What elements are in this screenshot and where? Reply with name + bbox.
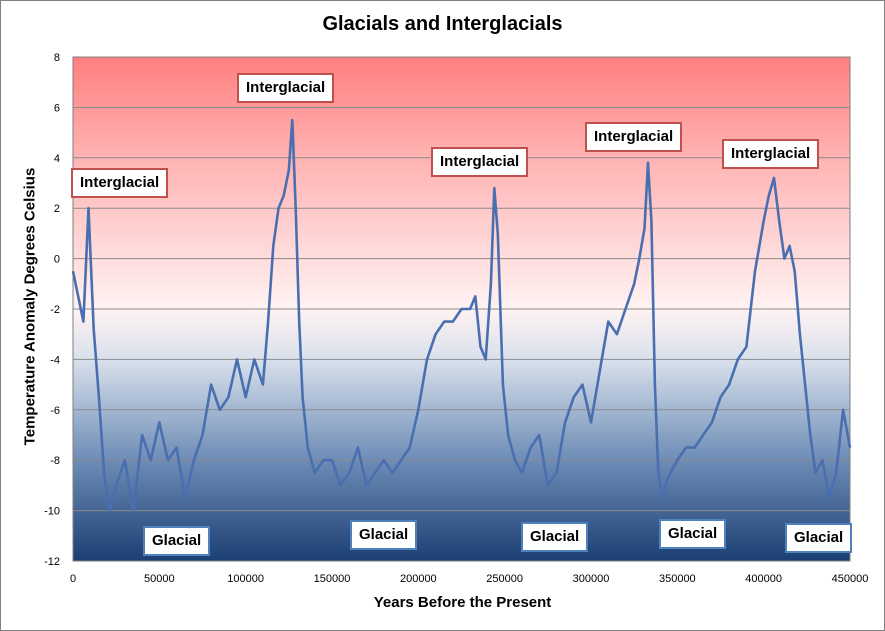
- y-tick-label: 4: [54, 153, 60, 165]
- y-tick-label: 0: [54, 254, 60, 266]
- interglacial-label: Interglacial: [71, 168, 169, 198]
- y-axis-title: Temperature Anomaly Degrees Celsius: [21, 167, 39, 446]
- glacial-label: Glacial: [785, 523, 853, 553]
- x-tick-label: 450000: [832, 573, 869, 585]
- y-tick-label: -4: [50, 354, 60, 366]
- x-tick-label: 150000: [314, 573, 351, 585]
- x-axis-title: Years Before the Present: [373, 594, 552, 611]
- x-tick-label: 350000: [659, 573, 696, 585]
- y-tick-label: -6: [50, 405, 60, 417]
- x-tick-label: 100000: [227, 573, 264, 585]
- glacial-label: Glacial: [659, 519, 727, 549]
- interglacial-label: Interglacial: [722, 139, 820, 169]
- glacial-label: Glacial: [350, 520, 418, 550]
- y-tick-label: -2: [50, 304, 60, 316]
- y-tick-label: -12: [44, 556, 60, 568]
- y-tick-label: -8: [50, 455, 60, 467]
- temperature-series-line: [71, 118, 852, 512]
- x-axis-ticks: 0 50000 100000 150000 200000 250000 300000 3500…: [70, 573, 868, 585]
- x-tick-label: 0: [70, 573, 76, 585]
- x-tick-label: 250000: [486, 573, 523, 585]
- x-tick-label: 400000: [745, 573, 782, 585]
- y-tick-label: -10: [44, 506, 60, 518]
- interglacial-label: Interglacial: [585, 122, 683, 152]
- y-tick-label: 2: [54, 203, 60, 215]
- x-tick-label: 200000: [400, 573, 437, 585]
- y-tick-label: 8: [54, 52, 60, 64]
- y-axis-ticks: 8 6 4 2 0 -2 -4 -6 -8 -10 -12: [44, 52, 60, 568]
- glacial-label: Glacial: [143, 526, 211, 556]
- interglacial-label: Interglacial: [237, 73, 335, 103]
- glacial-label: Glacial: [521, 522, 589, 552]
- x-tick-label: 300000: [573, 573, 610, 585]
- chart-title: Glacials and Interglacials: [322, 13, 563, 35]
- y-tick-label: 6: [54, 102, 60, 114]
- x-tick-label: 50000: [144, 573, 175, 585]
- interglacial-label: Interglacial: [431, 147, 529, 177]
